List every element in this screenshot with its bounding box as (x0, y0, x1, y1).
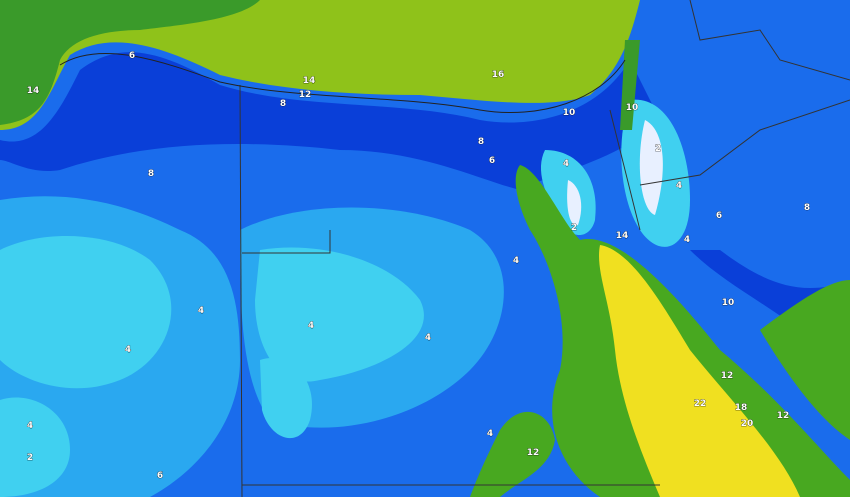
sinai-border (609, 109, 641, 231)
arabia-border (639, 99, 850, 186)
coastline (59, 52, 626, 113)
contour-label: 4 (125, 345, 131, 355)
contour-label: 12 (299, 90, 312, 100)
contour-label: 14 (616, 231, 629, 241)
contour-label: 10 (626, 103, 639, 113)
contour-label: 16 (492, 70, 505, 80)
inner-border (242, 230, 331, 254)
cold-core-west (0, 236, 172, 389)
gulf-of-aqaba (620, 40, 640, 130)
contour-label: 4 (684, 235, 690, 245)
contour-label: 2 (27, 453, 33, 463)
contour-label: 4 (676, 181, 682, 191)
contour-label: 8 (478, 137, 484, 147)
contour-label: 4 (487, 429, 493, 439)
cold-core-sw (0, 397, 70, 497)
contour-label: 8 (280, 99, 286, 109)
contour-label: 4 (198, 306, 204, 316)
contour-label: 6 (129, 51, 135, 61)
contour-label: 8 (148, 169, 154, 179)
sinai-peak (567, 180, 582, 226)
contour-label: 14 (303, 76, 316, 86)
contour-label: 10 (563, 108, 576, 118)
contour-label: 6 (716, 211, 722, 221)
contour-label: 12 (527, 448, 540, 458)
red-sea-yellow (598, 245, 800, 497)
contour-label: 10 (722, 298, 735, 308)
contour-label: 4 (513, 256, 519, 266)
contour-label: 8 (804, 203, 810, 213)
contour-label: 12 (721, 371, 734, 381)
contour-label: 6 (489, 156, 495, 166)
contour-label: 2 (571, 223, 577, 233)
contour-label: 22 (694, 399, 707, 409)
contour-label: 14 (27, 86, 40, 96)
east-green (760, 280, 850, 440)
contour-label: 20 (741, 419, 754, 429)
lake-nasser (470, 411, 555, 497)
contour-label: 4 (27, 421, 33, 431)
cold-core-south (260, 358, 312, 439)
contour-label: 2 (655, 144, 661, 154)
cold-core-central (255, 247, 424, 382)
country-borders (59, 0, 850, 497)
jordan-border (689, 0, 850, 81)
med-coastal-green (0, 0, 260, 125)
egypt-libya-border (239, 84, 243, 497)
contour-label: 18 (735, 403, 748, 413)
red-sea-green (515, 165, 850, 497)
contour-label: 6 (157, 471, 163, 481)
contour-label: 4 (425, 333, 431, 343)
coastal-dark-band (0, 52, 660, 190)
contour-label: 12 (777, 411, 790, 421)
arabia-peak (639, 120, 663, 215)
contour-label: 4 (308, 321, 314, 331)
mediterranean-sea (0, 0, 640, 130)
contour-label: 4 (563, 159, 569, 169)
